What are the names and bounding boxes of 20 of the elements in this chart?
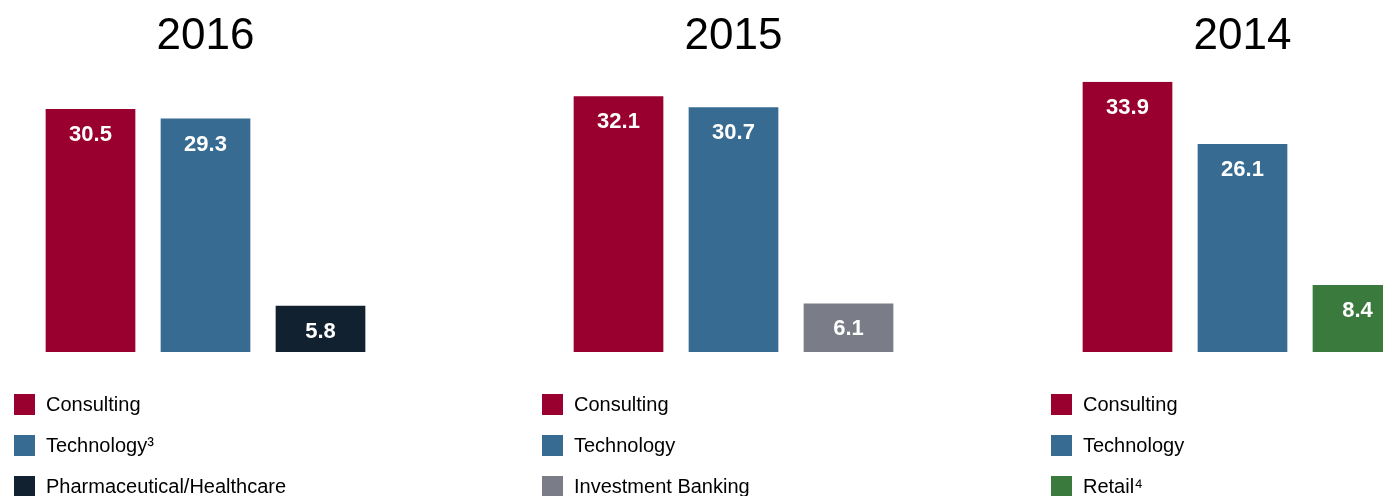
data-label: 6.1: [833, 315, 864, 341]
legend-label: Consulting: [1083, 393, 1178, 416]
legend-label: Retail⁴: [1083, 475, 1143, 496]
legend-label: Consulting: [574, 393, 669, 416]
legend-label: Technology: [574, 434, 676, 457]
data-label: 32.1: [597, 108, 640, 134]
data-label: 26.1: [1221, 156, 1264, 182]
data-label: 30.5: [69, 120, 112, 146]
data-label: 5.8: [305, 317, 336, 343]
data-label: 29.3: [184, 130, 227, 156]
chart-title: 2014: [1193, 8, 1292, 58]
legend-label: Pharmaceutical/Healthcare: [46, 475, 287, 496]
legend-label: Technology³: [46, 434, 154, 457]
legend-label: Technology: [1083, 434, 1185, 457]
chart-title: 2016: [156, 8, 255, 58]
data-label: 30.7: [712, 119, 755, 145]
chart-title: 2015: [684, 8, 783, 58]
data-label: 33.9: [1106, 93, 1149, 119]
legend-label: Consulting: [46, 393, 141, 416]
data-label: 8.4: [1342, 297, 1374, 323]
